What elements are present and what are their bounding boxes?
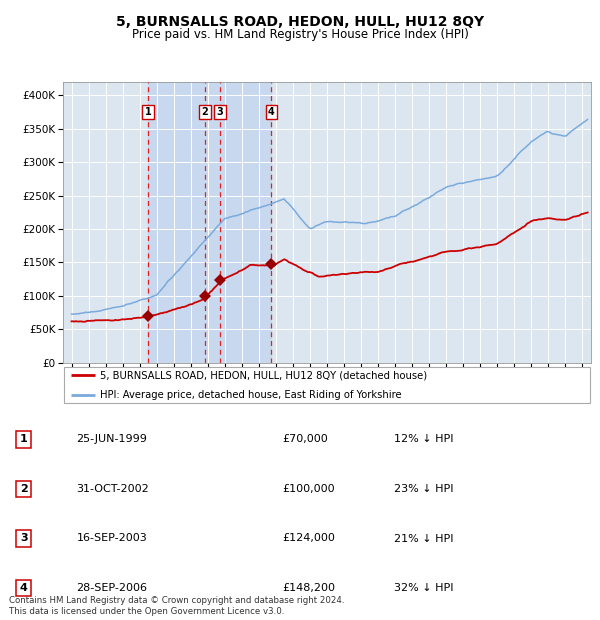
Text: 3: 3 <box>217 107 223 117</box>
Text: 32% ↓ HPI: 32% ↓ HPI <box>394 583 454 593</box>
Text: 28-SEP-2006: 28-SEP-2006 <box>77 583 148 593</box>
Text: 2: 2 <box>202 107 208 117</box>
Text: 5, BURNSALLS ROAD, HEDON, HULL, HU12 8QY: 5, BURNSALLS ROAD, HEDON, HULL, HU12 8QY <box>116 16 484 30</box>
Text: 23% ↓ HPI: 23% ↓ HPI <box>394 484 454 494</box>
Text: 2: 2 <box>20 484 28 494</box>
Text: 1: 1 <box>145 107 151 117</box>
Text: HPI: Average price, detached house, East Riding of Yorkshire: HPI: Average price, detached house, East… <box>100 389 401 400</box>
Text: 25-JUN-1999: 25-JUN-1999 <box>77 434 148 445</box>
Text: 3: 3 <box>20 533 28 544</box>
Bar <box>148 82 271 363</box>
Text: 31-OCT-2002: 31-OCT-2002 <box>77 484 149 494</box>
Text: 21% ↓ HPI: 21% ↓ HPI <box>394 533 454 544</box>
Text: £70,000: £70,000 <box>283 434 328 445</box>
Text: £148,200: £148,200 <box>283 583 335 593</box>
Text: 5, BURNSALLS ROAD, HEDON, HULL, HU12 8QY (detached house): 5, BURNSALLS ROAD, HEDON, HULL, HU12 8QY… <box>100 370 427 381</box>
Text: Contains HM Land Registry data © Crown copyright and database right 2024.
This d: Contains HM Land Registry data © Crown c… <box>9 596 344 616</box>
Text: 1: 1 <box>20 434 28 445</box>
Text: 12% ↓ HPI: 12% ↓ HPI <box>394 434 454 445</box>
Text: 4: 4 <box>20 583 28 593</box>
Text: £100,000: £100,000 <box>283 484 335 494</box>
Text: 16-SEP-2003: 16-SEP-2003 <box>77 533 148 544</box>
Text: £124,000: £124,000 <box>283 533 335 544</box>
FancyBboxPatch shape <box>64 366 590 404</box>
Text: Price paid vs. HM Land Registry's House Price Index (HPI): Price paid vs. HM Land Registry's House … <box>131 28 469 41</box>
Text: 4: 4 <box>268 107 275 117</box>
